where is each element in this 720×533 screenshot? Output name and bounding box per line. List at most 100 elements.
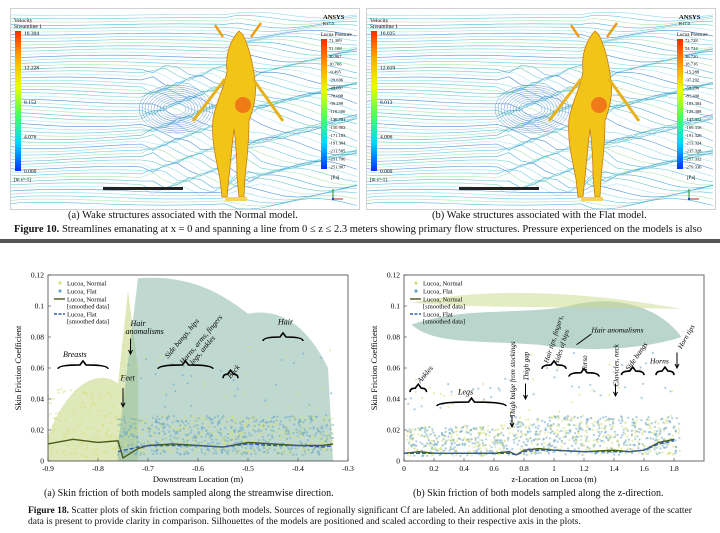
scatter-point — [57, 411, 61, 414]
streamlines — [11, 11, 358, 209]
scatter-point — [134, 431, 138, 434]
streamline — [11, 184, 358, 198]
scatter-point — [49, 413, 52, 416]
scatter-point — [235, 421, 238, 424]
scatter-point — [465, 431, 468, 434]
scatter-point — [505, 444, 508, 447]
scatter-point — [174, 432, 177, 435]
legend-entry: [smoothed data] — [423, 319, 465, 326]
scatter-point — [175, 436, 178, 439]
scatter-point — [602, 451, 605, 455]
scatter-point — [627, 416, 630, 419]
scatter-point — [604, 430, 608, 433]
scatter-point — [664, 437, 667, 441]
scatter-point — [257, 434, 260, 437]
scatter-point — [310, 415, 313, 418]
annotation-arrowhead — [128, 349, 133, 356]
scatter-point — [151, 432, 155, 435]
streamline — [367, 144, 714, 162]
scatter-point — [325, 419, 328, 422]
scatter-point — [202, 430, 205, 433]
streamline — [11, 194, 358, 207]
scatter-point — [459, 430, 462, 433]
y-axis-label: Skin Friction Coefficient — [13, 325, 23, 410]
scatter-point — [326, 437, 329, 440]
scatter-point — [571, 418, 574, 421]
scatter-point — [136, 444, 139, 447]
scatter-point — [223, 394, 227, 397]
streamline — [11, 41, 358, 53]
scatter-point — [141, 428, 145, 431]
silhouette-flat — [411, 301, 682, 349]
streamline — [11, 14, 358, 22]
scatter-point — [449, 427, 452, 430]
scatter-point — [119, 418, 122, 421]
scatter-point — [53, 416, 56, 419]
scatter-point — [622, 431, 625, 434]
scatter-point — [293, 438, 296, 441]
scatter-point — [578, 393, 581, 396]
scatter-point — [196, 426, 199, 429]
scatter-point — [64, 418, 67, 422]
scatter-point — [321, 419, 325, 422]
scatter-point — [498, 439, 501, 442]
scatter-point — [98, 437, 101, 440]
scatter-point — [142, 421, 145, 424]
scatter-point — [181, 374, 184, 377]
scatter-point — [106, 430, 110, 433]
scatter-point — [134, 416, 137, 419]
scatter-point — [234, 395, 237, 398]
streamline — [367, 14, 714, 22]
scatter-point — [288, 448, 291, 451]
scatter-point — [232, 429, 235, 432]
scatter-point — [103, 415, 107, 418]
scatter-point — [271, 431, 274, 434]
scatter-point — [57, 391, 61, 394]
scatter-point — [285, 437, 289, 441]
scatter-point — [453, 446, 456, 449]
scatter-point — [126, 451, 129, 454]
scatter-point — [330, 436, 333, 439]
scatter-point — [672, 426, 675, 429]
scatter-point — [585, 439, 588, 442]
scatter-point — [638, 442, 641, 445]
brand-name: ANSYS — [323, 14, 345, 21]
scatter-point — [231, 449, 234, 452]
scatter-point — [665, 446, 668, 449]
scatter-point — [487, 424, 490, 427]
scatter-point — [493, 443, 496, 446]
scatter-point — [221, 430, 224, 433]
scatter-point — [612, 419, 615, 422]
scatter-point — [599, 438, 602, 441]
scatter-point — [203, 426, 206, 430]
cfd-panel-normal: Velocity Streamline 1 16.304 12.228 8.152 4.0… — [10, 8, 360, 210]
scatter-point — [426, 454, 429, 457]
annotation-text: Breasts — [63, 350, 87, 359]
scatter-point — [150, 421, 153, 424]
scatter-point — [567, 418, 570, 421]
scatter-point — [200, 433, 203, 437]
silhouette-normal — [411, 292, 682, 310]
scatter-point — [323, 447, 326, 450]
vortex-line — [515, 98, 549, 120]
scatter-point — [630, 434, 633, 437]
scatter-point — [308, 403, 311, 406]
scatter-point — [631, 448, 634, 451]
scatter-point — [529, 423, 532, 426]
scatter-point — [546, 423, 549, 426]
scatter-point — [246, 419, 249, 422]
scatter-point — [409, 437, 412, 440]
scatter-point — [613, 453, 616, 456]
scatter-point — [473, 442, 476, 445]
scatter-point — [536, 443, 539, 446]
scatter-point — [262, 438, 265, 441]
scatter-point — [656, 453, 659, 456]
annotation-arrowhead — [613, 391, 618, 398]
streamline — [367, 18, 714, 26]
scatter-point — [128, 428, 131, 431]
annotation-text: Feet — [120, 373, 136, 382]
scatter-point — [267, 420, 270, 424]
scatter-point — [322, 417, 325, 420]
scatter-point — [200, 451, 203, 454]
